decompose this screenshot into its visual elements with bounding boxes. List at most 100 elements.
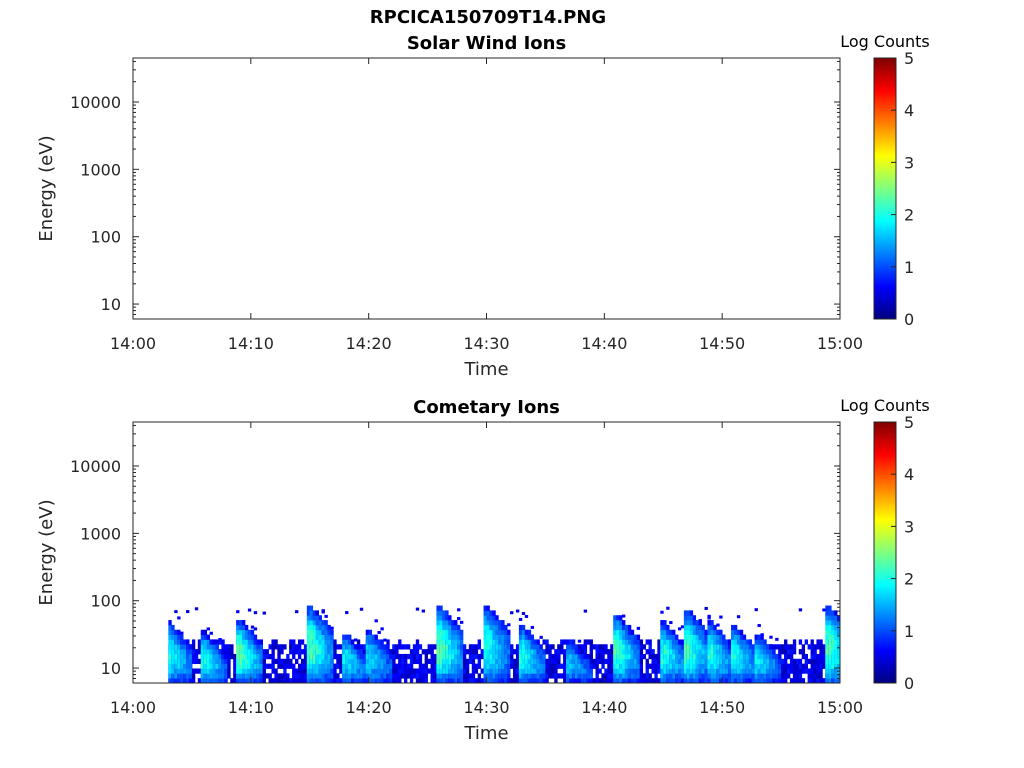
heatmap-cell [728, 673, 732, 679]
heatmap-cell [630, 673, 635, 679]
heatmap-cell [171, 653, 175, 660]
heatmap-cell [321, 663, 325, 669]
heatmap-cell [368, 634, 373, 640]
heatmap-cell [471, 644, 476, 650]
heatmap-cell [324, 620, 328, 626]
heatmap-cell [672, 673, 676, 679]
heatmap-cell [171, 629, 175, 635]
heatmap-cell [389, 663, 393, 669]
heatmap-cell [515, 678, 520, 684]
heatmap-cell [492, 634, 496, 640]
heatmap-cell [589, 639, 593, 645]
heatmap-cell [566, 639, 570, 645]
heatmap-cell [215, 663, 219, 669]
heatmap-cell [672, 658, 676, 665]
heatmap-cell [498, 634, 502, 640]
heatmap-cell [206, 634, 210, 640]
heatmap-cell [804, 663, 808, 669]
heatmap-cell [356, 678, 361, 684]
heatmap-cell [692, 624, 697, 631]
heatmap-cell [445, 673, 449, 679]
heatmap-speckle [236, 610, 240, 614]
heatmap-cell [786, 649, 791, 655]
heatmap-cell [666, 668, 670, 674]
colorbar-tick-label: 0 [904, 310, 914, 329]
heatmap-cell [704, 653, 708, 660]
heatmap-cell [374, 658, 378, 665]
heatmap-cell [256, 668, 261, 674]
heatmap-cell [244, 639, 249, 645]
heatmap-cell [492, 629, 496, 635]
heatmap-cell [221, 663, 225, 669]
heatmap-cell [303, 663, 308, 669]
heatmap-cell [622, 678, 626, 684]
heatmap-cell [610, 644, 614, 650]
heatmap-cell [401, 653, 405, 660]
heatmap-cell [754, 649, 758, 655]
heatmap-cell [233, 653, 237, 660]
heatmap-cell [601, 673, 605, 679]
heatmap-cell [436, 649, 440, 655]
heatmap-cell [598, 644, 602, 650]
heatmap-cell [683, 620, 688, 626]
heatmap-cell [218, 668, 222, 674]
heatmap-cell [513, 678, 517, 684]
heatmap-cell [822, 653, 826, 660]
heatmap-cell [309, 678, 314, 684]
heatmap-cell [619, 649, 623, 655]
heatmap-cell [521, 658, 526, 665]
heatmap-cell [306, 624, 311, 631]
colorbar-tick-label: 2 [904, 206, 914, 225]
heatmap-cell [306, 605, 311, 611]
heatmap-cell [350, 678, 355, 684]
heatmap-cell [448, 615, 452, 621]
heatmap-cell [218, 673, 222, 679]
heatmap-cell [819, 673, 823, 679]
heatmap-cell [253, 678, 258, 684]
heatmap-cell [707, 663, 711, 669]
heatmap-speckle [253, 627, 258, 631]
heatmap-cell [439, 649, 443, 655]
heatmap-cell [409, 668, 414, 674]
heatmap-cell [654, 653, 658, 660]
heatmap-cell [807, 678, 811, 684]
heatmap-speckle [383, 638, 387, 642]
heatmap-cell [247, 678, 252, 684]
heatmap-cell [489, 639, 493, 645]
heatmap-cell [409, 663, 414, 669]
heatmap-cell [504, 644, 508, 650]
heatmap-cell [784, 658, 788, 665]
heatmap-cell [507, 634, 511, 640]
heatmap-cell [757, 678, 761, 684]
heatmap-cell [445, 663, 449, 669]
heatmap-cell [680, 668, 685, 674]
heatmap-cell [801, 649, 806, 655]
heatmap-cell [498, 668, 502, 674]
heatmap-cell [183, 673, 187, 679]
heatmap-cell [619, 653, 623, 660]
heatmap-cell [739, 668, 744, 674]
heatmap-cell [669, 644, 673, 650]
heatmap-cell [368, 668, 373, 674]
heatmap-cell [548, 658, 552, 665]
heatmap-cell [613, 620, 617, 626]
heatmap-cell [695, 620, 699, 626]
heatmap-cell [483, 658, 487, 665]
heatmap-cell [495, 668, 499, 674]
heatmap-cell [177, 644, 181, 650]
heatmap-speckle [345, 611, 349, 615]
heatmap-cell [692, 668, 697, 674]
heatmap-cell [619, 624, 623, 631]
heatmap-cell [436, 663, 440, 669]
heatmap-cell [486, 663, 490, 669]
heatmap-cell [769, 658, 773, 665]
heatmap-cell [692, 629, 697, 635]
heatmap-cell [462, 644, 467, 650]
heatmap-cell [224, 653, 228, 660]
heatmap-cell [624, 624, 629, 631]
heatmap-cell [350, 649, 355, 655]
heatmap-cell [206, 673, 210, 679]
heatmap-cell [442, 658, 446, 665]
heatmap-cell [404, 644, 408, 650]
heatmap-cell [745, 678, 750, 684]
